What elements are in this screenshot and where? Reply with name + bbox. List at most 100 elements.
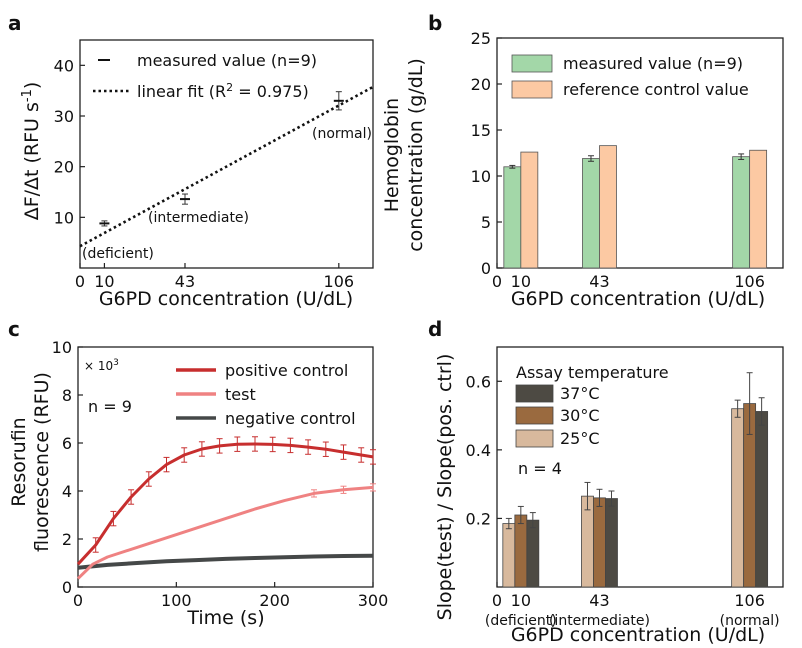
chart-c-y-tick-label: 4 bbox=[62, 482, 72, 501]
chart-c-series-line bbox=[77, 553, 374, 570]
chart-d-legend-label-25: 25°C bbox=[560, 429, 600, 448]
chart-a-x-tick-label: 0 bbox=[75, 272, 85, 291]
chart-c: 0 100 200 300 0 2 4 6 8 10 × 103 n = 9 positive c… bbox=[8, 338, 388, 629]
chart-d-legend-swatch bbox=[515, 406, 554, 425]
chart-c-y-tick-label: 0 bbox=[62, 578, 72, 597]
chart-d-bar bbox=[755, 411, 769, 588]
chart-b-y-tick-label: 20 bbox=[471, 75, 491, 94]
chart-b-y-tick-label: 15 bbox=[471, 121, 491, 140]
chart-b-bar bbox=[749, 149, 768, 269]
chart-c-legend-label-positive: positive control bbox=[225, 361, 348, 380]
chart-d-legend-title: Assay temperature bbox=[516, 363, 669, 382]
chart-a-annotation-intermediate: (intermediate) bbox=[148, 210, 249, 226]
chart-b-bar bbox=[599, 145, 617, 269]
chart-c-x-tick-label: 200 bbox=[259, 591, 290, 610]
chart-b-legend-swatch-measured bbox=[511, 54, 553, 73]
chart-c-frame bbox=[77, 346, 374, 588]
chart-a: 0 10 43 106 10 20 30 40 measured value (n=9) li… bbox=[20, 39, 374, 310]
chart-c-legend-label-negative: negative control bbox=[225, 409, 356, 428]
chart-d-legend-swatch bbox=[515, 429, 554, 448]
chart-c-series-line bbox=[76, 442, 374, 566]
chart-b-bar bbox=[582, 158, 600, 269]
chart-a-legend-label-measured: measured value (n=9) bbox=[137, 51, 317, 70]
chart-a-x-tick-label: 10 bbox=[94, 272, 114, 291]
chart-a-y-axis-title: ΔF/Δt (RFU s-1) bbox=[20, 82, 43, 221]
chart-d-legend-label-30: 30°C bbox=[560, 406, 600, 425]
chart-a-annotation-deficient: (deficient) bbox=[82, 246, 154, 262]
chart-d-x-tick-sublabel: (intermediate) bbox=[549, 613, 650, 629]
chart-c-y-multiplier: × 103 bbox=[84, 358, 119, 373]
chart-b-y-tick-label: 5 bbox=[481, 213, 491, 232]
chart-b-y-axis-title-line1: Hemoglobin bbox=[381, 98, 403, 212]
chart-b-y-axis-title-line2: concentration (g/dL) bbox=[405, 58, 427, 252]
chart-d-x-tick-sublabel: (normal) bbox=[720, 613, 780, 629]
chart-b-bar bbox=[732, 156, 751, 269]
chart-a-fit-line bbox=[79, 85, 374, 248]
chart-a-legend-label-fit: linear fit (R2 = 0.975) bbox=[137, 81, 309, 101]
chart-d-bar bbox=[605, 498, 618, 588]
chart-b-x-tick-label: 10 bbox=[511, 272, 531, 291]
chart-c-x-tick-label: 300 bbox=[358, 591, 389, 610]
chart-c-y-tick-label: 8 bbox=[62, 386, 72, 405]
chart-a-y-tick-label: 10 bbox=[54, 208, 74, 227]
chart-c-x-axis-title: Time (s) bbox=[186, 607, 264, 629]
chart-c-y-tick-label: 6 bbox=[62, 434, 72, 453]
chart-a-x-tick-label: 106 bbox=[324, 272, 355, 291]
panel-letter-d: d bbox=[428, 317, 442, 341]
chart-d-bar bbox=[502, 523, 516, 588]
chart-a-y-tick-label: 20 bbox=[54, 158, 74, 177]
chart-d-y-tick-label: 0.2 bbox=[466, 509, 491, 528]
chart-c-x-tick-label: 100 bbox=[161, 591, 192, 610]
chart-d-plot-area: 0 10 43 106 0.2 0.4 0.6 (deficient)(intermediat… bbox=[466, 346, 784, 629]
chart-a-y-tick-label: 30 bbox=[54, 107, 74, 126]
chart-c-y-tick-label: 10 bbox=[52, 338, 72, 357]
chart-b-x-tick-label: 43 bbox=[589, 272, 609, 291]
chart-b-bar bbox=[503, 166, 522, 269]
chart-b-y-tick-label: 25 bbox=[471, 29, 491, 48]
chart-d-y-axis-title: Slope(test) / Slope(pos. ctrl) bbox=[434, 354, 456, 621]
chart-d-x-axis-title: G6PD concentration (U/dL) bbox=[511, 624, 765, 646]
chart-d-x-tick-sublabel: (deficient) bbox=[485, 613, 557, 629]
chart-d-bar bbox=[731, 408, 745, 588]
chart-c-series-line bbox=[76, 485, 374, 580]
chart-b-x-tick-label: 0 bbox=[492, 272, 502, 291]
chart-b-x-tick-label: 106 bbox=[734, 272, 765, 291]
chart-d-annotation-n: n = 4 bbox=[518, 459, 562, 478]
chart-a-frame bbox=[79, 39, 374, 269]
chart-d-bar bbox=[593, 497, 606, 588]
chart-d-x-tick-label: 0 bbox=[492, 591, 502, 610]
chart-b-y-tick-label: 10 bbox=[471, 167, 491, 186]
chart-b-y-tick-label: 0 bbox=[481, 259, 491, 278]
chart-c-plot-area: 0 100 200 300 0 2 4 6 8 10 bbox=[52, 338, 389, 610]
chart-a-y-tick-label: 40 bbox=[54, 56, 74, 75]
chart-a-x-tick-label: 43 bbox=[175, 272, 195, 291]
panel-letter-b: b bbox=[428, 11, 442, 35]
chart-b-plot-area: 0 10 43 106 0 5 10 15 20 25 bbox=[471, 29, 784, 291]
chart-b-legend-swatch-reference bbox=[511, 80, 553, 99]
chart-d-frame bbox=[496, 346, 784, 588]
chart-d-y-tick-label: 0.4 bbox=[466, 441, 491, 460]
chart-d-bar bbox=[514, 514, 528, 588]
chart-b-legend-label-measured: measured value (n=9) bbox=[563, 54, 743, 73]
chart-a-x-axis-title: G6PD concentration (U/dL) bbox=[99, 288, 353, 310]
chart-a-plot-area: 0 10 43 106 10 20 30 40 bbox=[54, 39, 374, 291]
chart-c-annotation-n: n = 9 bbox=[88, 397, 132, 416]
chart-d-legend-label-37: 37°C bbox=[560, 384, 600, 403]
chart-d-y-tick-label: 0.6 bbox=[466, 372, 491, 391]
chart-b-legend-label-reference: reference control value bbox=[563, 80, 749, 99]
chart-d-legend-swatch bbox=[515, 384, 554, 403]
chart-b-x-axis-title: G6PD concentration (U/dL) bbox=[511, 288, 765, 310]
chart-d-x-tick-label: 43 bbox=[589, 591, 609, 610]
chart-d-x-tick-label: 10 bbox=[511, 591, 531, 610]
chart-c-y-tick-label: 2 bbox=[62, 530, 72, 549]
chart-c-x-tick-label: 0 bbox=[73, 591, 83, 610]
chart-c-y-axis-title-line1: Resorufin bbox=[8, 417, 30, 506]
chart-a-annotation-normal: (normal) bbox=[312, 126, 372, 142]
chart-b-bar bbox=[520, 151, 539, 269]
chart-d: 0 10 43 106 0.2 0.4 0.6 (deficient)(intermediat… bbox=[434, 346, 784, 646]
chart-c-legend-label-test: test bbox=[225, 385, 256, 404]
chart-d-x-tick-label: 106 bbox=[734, 591, 765, 610]
chart-b-frame bbox=[496, 37, 784, 269]
